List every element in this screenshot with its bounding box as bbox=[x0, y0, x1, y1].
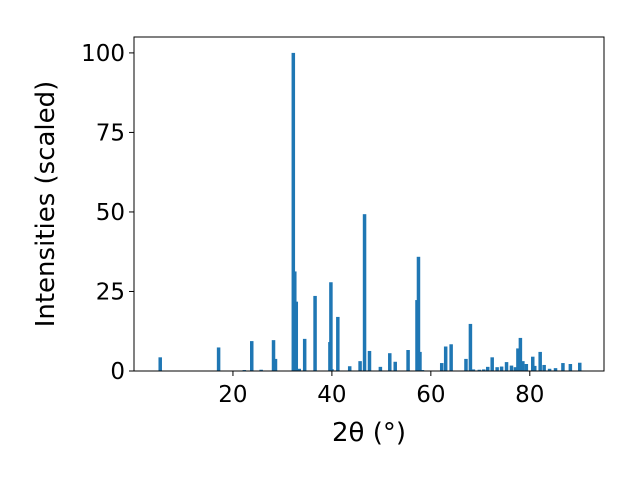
bar bbox=[271, 340, 276, 371]
bar bbox=[561, 363, 565, 371]
bar bbox=[418, 351, 422, 371]
bar bbox=[578, 362, 582, 371]
bar bbox=[513, 367, 518, 371]
bar bbox=[509, 365, 514, 371]
y-tick-label: 75 bbox=[96, 120, 125, 146]
x-axis-ticks: 20 40 60 80 bbox=[218, 371, 544, 408]
bar bbox=[358, 361, 362, 371]
y-tick-label: 0 bbox=[110, 359, 125, 385]
bar bbox=[439, 363, 444, 371]
bar bbox=[504, 362, 509, 371]
bar bbox=[482, 369, 486, 371]
bar bbox=[542, 364, 546, 371]
bar bbox=[532, 365, 537, 371]
bar bbox=[367, 350, 372, 371]
bar bbox=[259, 369, 263, 371]
bar bbox=[443, 346, 448, 371]
bar bbox=[393, 361, 397, 371]
bar bbox=[313, 295, 317, 371]
bar bbox=[547, 368, 552, 371]
plot-frame bbox=[133, 36, 605, 372]
bar bbox=[302, 338, 307, 371]
bar bbox=[330, 369, 334, 371]
x-tick-label: 60 bbox=[416, 382, 445, 408]
bar bbox=[485, 366, 490, 371]
bar bbox=[273, 358, 278, 371]
bar bbox=[531, 356, 535, 371]
bar-series bbox=[158, 52, 582, 372]
bar bbox=[524, 364, 529, 371]
bar bbox=[449, 344, 453, 371]
bar bbox=[516, 348, 520, 371]
y-tick-label: 100 bbox=[81, 41, 125, 67]
bar bbox=[416, 256, 421, 371]
bar bbox=[158, 357, 162, 371]
bar bbox=[216, 347, 221, 371]
bar bbox=[495, 367, 499, 371]
y-axis-ticks: 0 25 50 75 100 bbox=[81, 41, 134, 385]
bar bbox=[378, 366, 383, 371]
bar bbox=[362, 214, 367, 371]
bar bbox=[490, 357, 494, 371]
bar bbox=[521, 361, 525, 371]
bar bbox=[250, 341, 254, 371]
bar bbox=[568, 364, 573, 371]
bar bbox=[294, 301, 299, 371]
bar bbox=[297, 368, 301, 371]
y-tick-label: 50 bbox=[96, 200, 125, 226]
bar bbox=[468, 323, 473, 371]
x-axis-label: 2θ (°) bbox=[332, 418, 406, 448]
bar bbox=[406, 350, 410, 371]
x-tick-label: 20 bbox=[218, 382, 247, 408]
bar bbox=[477, 369, 482, 371]
x-tick-label: 40 bbox=[317, 382, 346, 408]
bar bbox=[499, 366, 504, 371]
bar bbox=[538, 351, 542, 371]
bar bbox=[464, 358, 468, 371]
bar bbox=[518, 337, 523, 371]
bar bbox=[291, 52, 296, 372]
bar bbox=[553, 368, 558, 371]
bar bbox=[336, 316, 340, 371]
bar bbox=[347, 366, 352, 371]
y-axis-label: Intensities (scaled) bbox=[31, 81, 61, 328]
bar bbox=[388, 353, 392, 371]
bar bbox=[471, 369, 476, 371]
y-tick-label: 25 bbox=[96, 279, 125, 305]
bar bbox=[329, 282, 333, 371]
x-tick-label: 80 bbox=[515, 382, 544, 408]
